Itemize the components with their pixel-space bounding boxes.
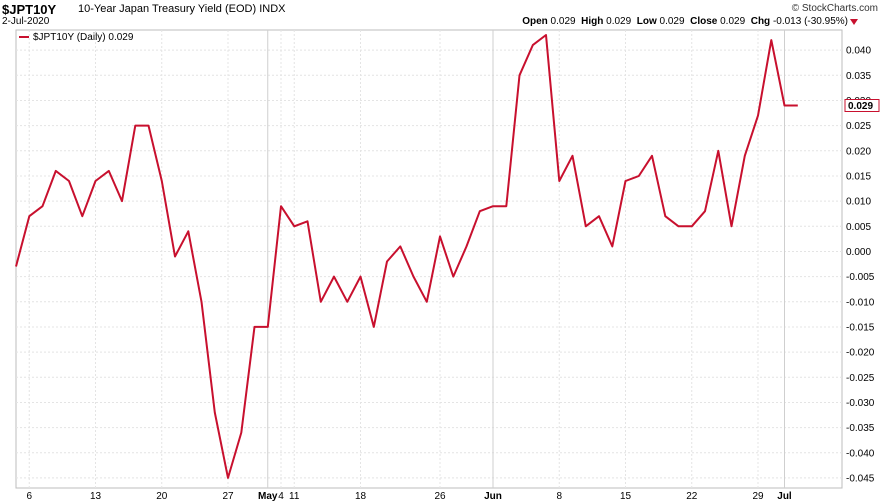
x-tick-label: 15 xyxy=(620,491,632,502)
x-tick-label: 27 xyxy=(222,491,234,502)
symbol-label: $JPT10Y xyxy=(2,2,57,17)
x-tick-label: 8 xyxy=(556,491,562,502)
y-tick-label: -0.015 xyxy=(846,322,875,333)
open-label: Open xyxy=(522,16,548,27)
x-tick-label: Jun xyxy=(484,491,502,502)
ohlc-readout: Open 0.029 High 0.029 Low 0.029 Close 0.… xyxy=(522,16,848,27)
y-tick-label: 0.020 xyxy=(846,146,871,157)
y-tick-label: -0.035 xyxy=(846,423,875,434)
y-tick-label: 0.035 xyxy=(846,71,871,82)
grid-lines xyxy=(16,30,842,488)
y-tick-label: -0.025 xyxy=(846,373,875,384)
y-tick-label: -0.010 xyxy=(846,297,875,308)
close-value: 0.029 xyxy=(720,16,746,27)
y-tick-label: -0.045 xyxy=(846,473,875,484)
series-line xyxy=(15,34,798,479)
copyright-label: © StockCharts.com xyxy=(791,3,878,14)
y-tick-label: -0.030 xyxy=(846,398,875,409)
x-tick-label: 4 xyxy=(278,491,284,502)
plot-area xyxy=(15,29,843,489)
x-tick-label: 11 xyxy=(289,491,300,502)
chg-value: -0.013 (-30.95%) xyxy=(772,16,848,27)
x-tick-label: 29 xyxy=(752,491,764,502)
y-tick-label: 0.005 xyxy=(846,222,871,233)
chg-label: Chg xyxy=(750,16,771,27)
security-name-text: 10-Year Japan Treasury Yield (EOD) xyxy=(78,3,257,15)
down-arrow-icon xyxy=(850,19,858,25)
low-label: Low xyxy=(636,16,657,27)
x-tick-label: May xyxy=(258,491,278,502)
y-tick-label: -0.020 xyxy=(846,348,875,359)
y-tick-label: 0.040 xyxy=(846,46,871,57)
y-tick-label: 0.015 xyxy=(846,171,871,182)
x-tick-label: 13 xyxy=(90,491,102,502)
security-name: 10-Year Japan Treasury Yield (EOD) INDX xyxy=(78,3,285,15)
x-tick-label: Jul xyxy=(777,491,792,502)
legend-label: $JPT10Y (Daily) 0.029 xyxy=(33,32,134,43)
y-tick-label: -0.005 xyxy=(846,272,875,283)
open-value: 0.029 xyxy=(550,16,576,27)
y-tick-label: 0.000 xyxy=(846,247,871,258)
x-tick-label: 26 xyxy=(434,491,446,502)
exchange-label: INDX xyxy=(259,3,286,15)
x-tick-label: 20 xyxy=(156,491,168,502)
x-axis-labels: 6 13 20 27 May 4 11 18 26 Jun 8 15 22 29 Jul xyxy=(26,491,791,502)
close-label: Close xyxy=(690,16,718,27)
y-tick-label: 0.025 xyxy=(846,121,871,132)
y-tick-label: 0.010 xyxy=(846,197,871,208)
high-value: 0.029 xyxy=(606,16,632,27)
low-value: 0.029 xyxy=(659,16,685,27)
x-tick-label: 18 xyxy=(355,491,367,502)
chart-header: $JPT10Y 10-Year Japan Treasury Yield (EO… xyxy=(0,0,896,30)
y-tick-label: -0.040 xyxy=(846,448,875,459)
last-value-tag: 0.029 xyxy=(844,99,880,112)
x-tick-label: 6 xyxy=(26,491,32,502)
legend: $JPT10Y (Daily) 0.029 xyxy=(19,32,134,43)
date-label: 2-Jul-2020 xyxy=(2,16,50,27)
x-tick-label: 22 xyxy=(686,491,698,502)
last-value-text: 0.029 xyxy=(848,101,873,112)
high-label: High xyxy=(581,16,604,27)
